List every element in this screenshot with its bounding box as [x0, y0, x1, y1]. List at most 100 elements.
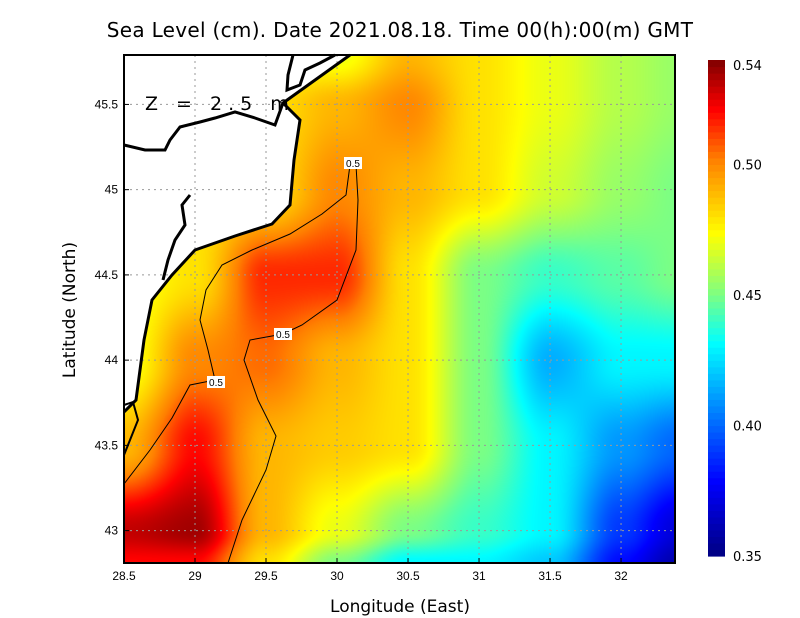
colorbar-swatch: [708, 477, 725, 485]
y-tick-label: 44: [105, 353, 119, 367]
colorbar-swatch: [708, 151, 725, 159]
colorbar-swatch: [708, 366, 725, 374]
contour-lines: 0.5 0.5 0.5: [123, 157, 362, 564]
colorbar-swatch: [708, 334, 725, 342]
colorbar-swatch: [708, 353, 725, 361]
colorbar-swatch: [708, 340, 725, 348]
x-tick-label: 30: [330, 569, 344, 583]
colorbar-swatch: [708, 249, 725, 257]
contour-label: 0.5: [209, 378, 223, 389]
land-mask: [124, 55, 350, 412]
colorbar-swatch: [708, 392, 725, 400]
contour-line: [227, 164, 359, 564]
colorbar-swatch: [708, 503, 725, 511]
colorbar-swatch: [708, 203, 725, 211]
colorbar-swatch: [708, 92, 725, 100]
depth-annotation: Z = 2.5 m: [145, 93, 295, 115]
contour-label-bg: [274, 328, 292, 340]
colorbar-swatch: [708, 236, 725, 244]
colorbar-swatch: [708, 360, 725, 368]
colorbar-swatch: [708, 314, 725, 322]
colorbar-swatch: [708, 418, 725, 427]
contour-label-bg: [207, 376, 225, 388]
colorbar-tick-label: 0.50: [733, 158, 762, 173]
colorbar-swatch: [708, 223, 725, 231]
colorbar-swatch: [708, 210, 725, 218]
colorbar-swatch: [708, 347, 725, 355]
colorbar-swatch: [708, 262, 725, 270]
colorbar-swatch: [708, 294, 725, 303]
contour-label: 0.5: [276, 330, 290, 341]
colorbar-swatch: [708, 79, 725, 87]
y-tick-label: 44.5: [95, 268, 119, 282]
colorbar-swatch: [708, 301, 725, 309]
colorbar-swatch: [708, 184, 725, 192]
colorbar-swatch: [708, 490, 725, 498]
y-axis-ticks: 43 43.5 44 44.5 45 45.5: [95, 97, 129, 538]
colorbar-swatch: [708, 112, 725, 120]
coastline: [122, 53, 351, 456]
colorbar-swatch: [708, 308, 725, 316]
colorbar-swatch: [708, 438, 725, 446]
x-tick-label: 29: [188, 569, 202, 583]
colorbar-swatch: [708, 73, 725, 81]
x-axis-label: Longitude (East): [330, 597, 470, 617]
colorbar-tick-label: 0.40: [733, 419, 762, 434]
x-tick-label: 29.5: [254, 569, 278, 583]
colorbar-swatch: [708, 405, 725, 414]
colorbar-tick-label: 0.35: [733, 550, 762, 565]
colorbar-swatch: [708, 542, 725, 551]
colorbar-swatch: [708, 399, 725, 407]
y-tick-label: 45.5: [95, 97, 119, 111]
colorbar-swatch: [708, 373, 725, 381]
colorbar-swatch: [708, 190, 725, 198]
colorbar-swatch: [708, 60, 725, 68]
colorbar-swatch: [708, 242, 725, 250]
land-area: [124, 55, 350, 412]
colorbar-swatch: [708, 281, 725, 290]
coastline-delta: [161, 194, 192, 281]
y-tick-label: 43.5: [95, 438, 119, 452]
colorbar-swatch: [708, 131, 725, 139]
colorbar-swatch: [708, 164, 725, 172]
colorbar-swatch: [708, 412, 725, 420]
colorbar-swatch: [708, 268, 725, 276]
contour-line: [123, 164, 351, 485]
coastline-main: [122, 53, 351, 414]
colorbar-swatch: [708, 458, 725, 466]
colorbar-swatch: [708, 275, 725, 283]
colorbar-swatch: [708, 536, 725, 544]
colorbar-swatch: [708, 66, 725, 74]
colorbar-swatch: [708, 321, 725, 329]
colorbar-swatch: [708, 144, 725, 152]
coastline-north: [285, 53, 336, 93]
colorbar-swatch: [708, 86, 725, 94]
chart-title: Sea Level (cm). Date 2021.08.18. Time 00…: [106, 18, 694, 42]
contour-label: 0.5: [346, 159, 360, 170]
colorbar-swatch: [708, 99, 725, 107]
colorbar-swatch: [708, 523, 725, 531]
x-tick-label: 30.5: [396, 569, 420, 583]
x-tick-label: 28.5: [112, 569, 136, 583]
colorbar-swatch: [708, 451, 725, 459]
colorbar-swatch: [708, 510, 725, 518]
colorbar-swatch: [708, 177, 725, 185]
colorbar-swatch: [708, 445, 725, 453]
y-axis-label: Latitude (North): [60, 241, 80, 379]
x-tick-label: 31.5: [538, 569, 562, 583]
colorbar-swatch: [708, 288, 725, 296]
colorbar-swatch: [708, 118, 725, 126]
colorbar-swatch: [708, 327, 725, 335]
x-tick-label: 31: [472, 569, 486, 583]
colorbar-tick-label: 0.45: [733, 289, 762, 304]
plot-frame: [123, 54, 676, 564]
colorbar-swatch: [708, 516, 725, 524]
colorbar-swatch: [708, 471, 725, 479]
colorbar-swatch: [708, 549, 725, 557]
colorbar-swatch: [708, 529, 725, 538]
y-tick-label: 43: [105, 524, 119, 538]
colorbar-tick-label: 0.54: [733, 59, 762, 74]
colorbar-swatch: [708, 386, 725, 394]
colorbar-swatch: [708, 157, 725, 166]
